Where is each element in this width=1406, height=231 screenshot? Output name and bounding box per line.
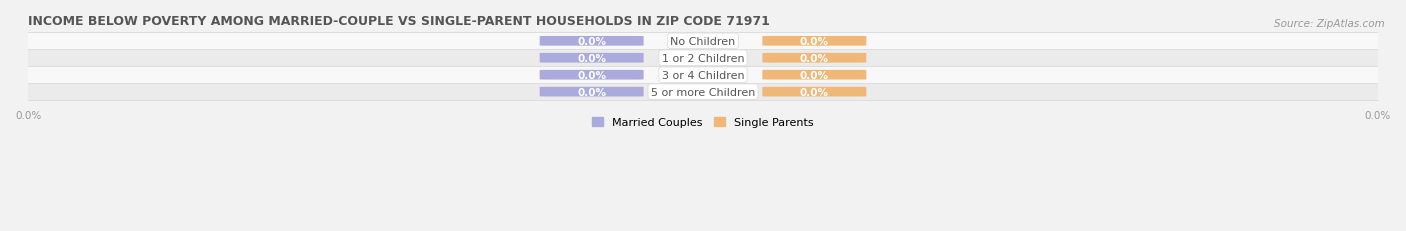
- Text: 0.0%: 0.0%: [576, 54, 606, 64]
- Bar: [28, 50, 1378, 67]
- Text: 0.0%: 0.0%: [800, 37, 830, 47]
- FancyBboxPatch shape: [762, 70, 866, 80]
- FancyBboxPatch shape: [762, 37, 866, 46]
- Text: 0.0%: 0.0%: [576, 87, 606, 97]
- Text: INCOME BELOW POVERTY AMONG MARRIED-COUPLE VS SINGLE-PARENT HOUSEHOLDS IN ZIP COD: INCOME BELOW POVERTY AMONG MARRIED-COUPL…: [28, 15, 770, 28]
- FancyBboxPatch shape: [540, 37, 644, 46]
- FancyBboxPatch shape: [540, 54, 644, 63]
- Text: 0.0%: 0.0%: [800, 70, 830, 80]
- Bar: [28, 67, 1378, 84]
- Text: 0.0%: 0.0%: [800, 54, 830, 64]
- Bar: [28, 33, 1378, 50]
- FancyBboxPatch shape: [762, 87, 866, 97]
- Legend: Married Couples, Single Parents: Married Couples, Single Parents: [588, 113, 818, 132]
- Text: 0.0%: 0.0%: [576, 37, 606, 47]
- Text: Source: ZipAtlas.com: Source: ZipAtlas.com: [1274, 18, 1385, 28]
- FancyBboxPatch shape: [540, 70, 644, 80]
- Text: 0.0%: 0.0%: [800, 87, 830, 97]
- Text: 5 or more Children: 5 or more Children: [651, 87, 755, 97]
- FancyBboxPatch shape: [762, 54, 866, 63]
- FancyBboxPatch shape: [540, 87, 644, 97]
- Text: No Children: No Children: [671, 37, 735, 47]
- Text: 3 or 4 Children: 3 or 4 Children: [662, 70, 744, 80]
- Text: 1 or 2 Children: 1 or 2 Children: [662, 54, 744, 64]
- Bar: [28, 84, 1378, 101]
- Text: 0.0%: 0.0%: [576, 70, 606, 80]
